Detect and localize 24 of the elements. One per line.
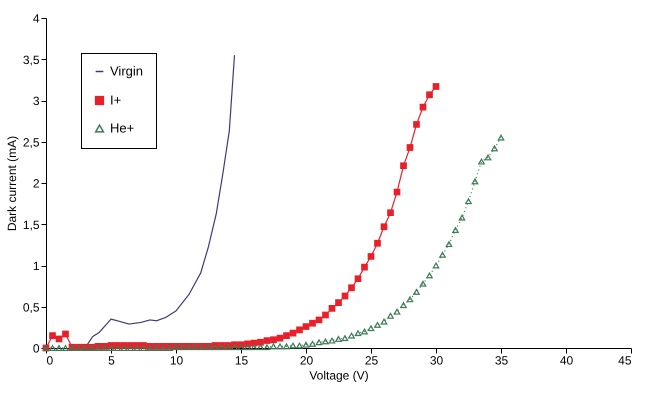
x-tick-label: 35 [494, 354, 508, 368]
x-axis-title: Voltage (V) [309, 368, 369, 382]
legend-label: I+ [110, 92, 122, 108]
y-tick-label: 3 [32, 94, 40, 108]
x-tick-label: 0 [46, 354, 54, 368]
y-tick-label: 0 [32, 342, 40, 356]
y-tick-label: 1,5 [22, 218, 40, 232]
y-tick-label: 3,5 [22, 52, 40, 67]
y-tick-label: 2,5 [22, 135, 40, 150]
x-tick-label: 30 [430, 354, 444, 368]
y-tick-label: 1 [32, 259, 40, 273]
y-tick-label: 4 [32, 12, 40, 26]
x-tick-label: 15 [234, 354, 248, 368]
x-tick-label: 25 [364, 354, 378, 368]
x-tick-label: 10 [170, 354, 184, 368]
legend-label: He+ [110, 120, 134, 136]
x-tick-label: 20 [300, 354, 314, 368]
x-tick-label: 40 [560, 354, 574, 368]
y-tick-label: 0,5 [22, 300, 40, 314]
y-tick-label: 2 [32, 176, 40, 190]
x-tick-label: 45 [618, 354, 632, 368]
x-tick-label: 5 [108, 354, 116, 368]
y-axis-title: Dark current (mA) [4, 136, 19, 232]
legend-label: Virgin [110, 64, 144, 78]
